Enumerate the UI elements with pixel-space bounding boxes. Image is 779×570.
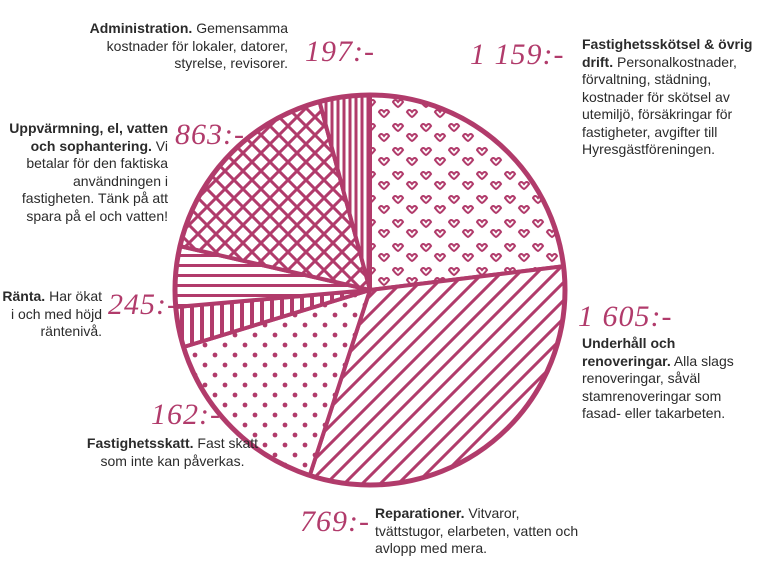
label-uppvarmning: Uppvärmning, el, vatten och sophantering… bbox=[8, 120, 168, 225]
label-uppvarmning-title: Uppvärmning, el, vatten och sophantering… bbox=[9, 120, 168, 154]
infographic-stage: 1 159:- 1 605:- 769:- 162:- 245:- 863:- … bbox=[0, 0, 779, 570]
price-reparationer: 769:- bbox=[300, 505, 370, 539]
price-skatt: 162:- bbox=[151, 398, 221, 432]
price-admin: 197:- bbox=[305, 35, 375, 69]
label-skatt-title: Fastighetsskatt. bbox=[87, 435, 194, 451]
price-uppvarmning: 863:- bbox=[175, 118, 245, 152]
price-underhall: 1 605:- bbox=[578, 300, 672, 334]
label-underhall: Underhåll och renoveringar. Alla slags r… bbox=[582, 335, 762, 423]
label-underhall-title: Underhåll och renoveringar. bbox=[582, 335, 675, 369]
label-skotsel: Fastighetsskötsel & övrig drift. Persona… bbox=[582, 36, 767, 159]
label-admin: Administration. Gemensamma kostnader för… bbox=[78, 20, 288, 73]
label-ranta: Ränta. Har ökat i och med höjd räntenivå… bbox=[0, 288, 102, 341]
price-ranta: 245:- bbox=[108, 288, 178, 322]
label-reparationer-title: Reparationer. bbox=[375, 505, 464, 521]
label-ranta-title: Ränta. bbox=[2, 288, 45, 304]
label-skatt: Fastighetsskatt. Fast skatt som inte kan… bbox=[85, 435, 260, 470]
label-admin-title: Administration. bbox=[90, 20, 193, 36]
label-reparationer: Reparationer. Vitvaror, tvättstugor, ela… bbox=[375, 505, 580, 558]
slice-skotsel bbox=[370, 95, 564, 290]
price-skotsel: 1 159:- bbox=[470, 38, 564, 72]
